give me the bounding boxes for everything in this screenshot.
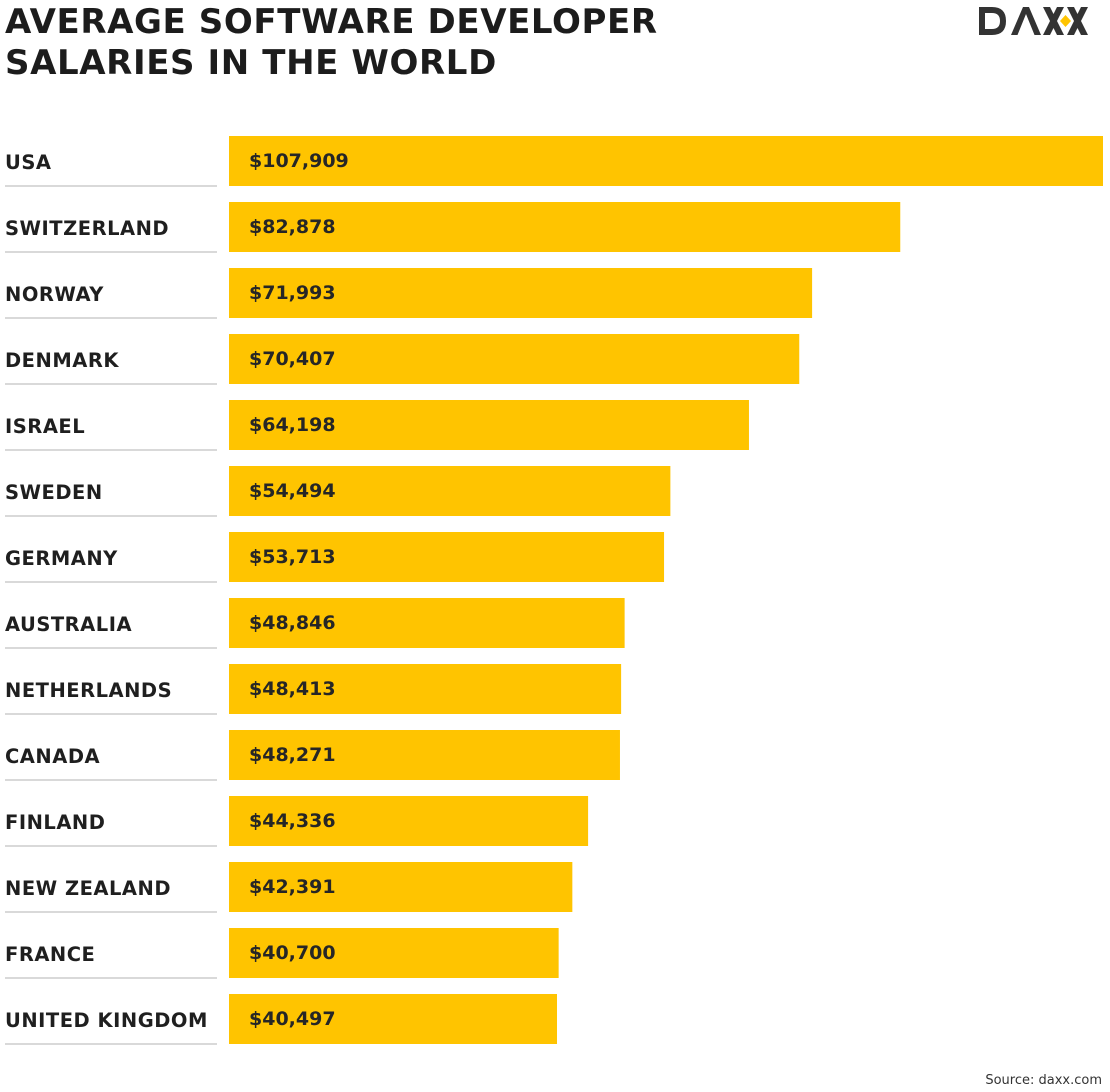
value-label: $44,336 — [249, 810, 336, 832]
value-label: $53,713 — [249, 546, 336, 568]
chart-title: AVERAGE SOFTWARE DEVELOPER SALARIES IN T… — [5, 2, 765, 84]
salary-bar — [229, 466, 671, 516]
salary-bar — [229, 994, 558, 1044]
country-label: FRANCE — [5, 943, 95, 966]
value-label: $48,846 — [249, 612, 336, 634]
bar-row: ISRAEL $64,198 — [5, 400, 749, 451]
value-label: $48,271 — [249, 744, 336, 766]
source-note: Source: daxx.com — [985, 1073, 1102, 1088]
value-label: $70,407 — [249, 348, 336, 370]
bar-row: FINLAND $44,336 — [5, 796, 589, 847]
country-label: USA — [5, 151, 51, 174]
bar-row: GERMANY $53,713 — [5, 532, 665, 583]
value-label: $54,494 — [249, 480, 336, 502]
chart-title-line-2: SALARIES IN THE WORLD — [5, 43, 497, 83]
bar-row: AUSTRALIA $48,846 — [5, 598, 625, 649]
country-label: FINLAND — [5, 811, 105, 834]
bar-row: UNITED KINGDOM $40,497 — [5, 994, 558, 1045]
value-label: $71,993 — [249, 282, 336, 304]
value-label: $64,198 — [249, 414, 336, 436]
salary-bar — [229, 598, 625, 648]
bar-row: SWITZERLAND $82,878 — [5, 202, 901, 253]
daxx-logo — [979, 7, 1088, 35]
salary-bar — [229, 400, 749, 450]
value-label: $107,909 — [249, 150, 349, 172]
country-label: AUSTRALIA — [5, 613, 132, 636]
country-label: DENMARK — [5, 349, 119, 372]
bar-row: NETHERLANDS $48,413 — [5, 664, 622, 715]
country-label: CANADA — [5, 745, 100, 768]
salary-bar — [229, 730, 620, 780]
salary-bar — [229, 334, 800, 384]
value-label: $40,497 — [249, 1008, 336, 1030]
country-label: UNITED KINGDOM — [5, 1009, 208, 1032]
country-label: NORWAY — [5, 283, 104, 306]
country-label: NEW ZEALAND — [5, 877, 171, 900]
bar-row: SWEDEN $54,494 — [5, 466, 671, 517]
salary-bar — [229, 532, 665, 582]
country-label: ISRAEL — [5, 415, 85, 438]
bar-row: USA $107,909 — [5, 136, 1103, 187]
bar-row: CANADA $48,271 — [5, 730, 620, 781]
country-label: SWITZERLAND — [5, 217, 169, 240]
salary-bar — [229, 268, 813, 318]
salary-bar — [229, 664, 622, 714]
value-label: $42,391 — [249, 876, 336, 898]
bar-row: NEW ZEALAND $42,391 — [5, 862, 573, 913]
value-label: $82,878 — [249, 216, 336, 238]
country-label: SWEDEN — [5, 481, 103, 504]
chart-title-line-1: AVERAGE SOFTWARE DEVELOPER — [5, 2, 658, 42]
salary-bar — [229, 862, 573, 912]
country-label: NETHERLANDS — [5, 679, 172, 702]
salary-bar — [229, 136, 1103, 186]
country-label: GERMANY — [5, 547, 118, 570]
bar-row: DENMARK $70,407 — [5, 334, 800, 385]
value-label: $48,413 — [249, 678, 336, 700]
salary-bar — [229, 928, 559, 978]
salary-bar — [229, 202, 901, 252]
salary-bar — [229, 796, 589, 846]
bar-row: NORWAY $71,993 — [5, 268, 813, 319]
bar-row: FRANCE $40,700 — [5, 928, 559, 979]
value-label: $40,700 — [249, 942, 336, 964]
